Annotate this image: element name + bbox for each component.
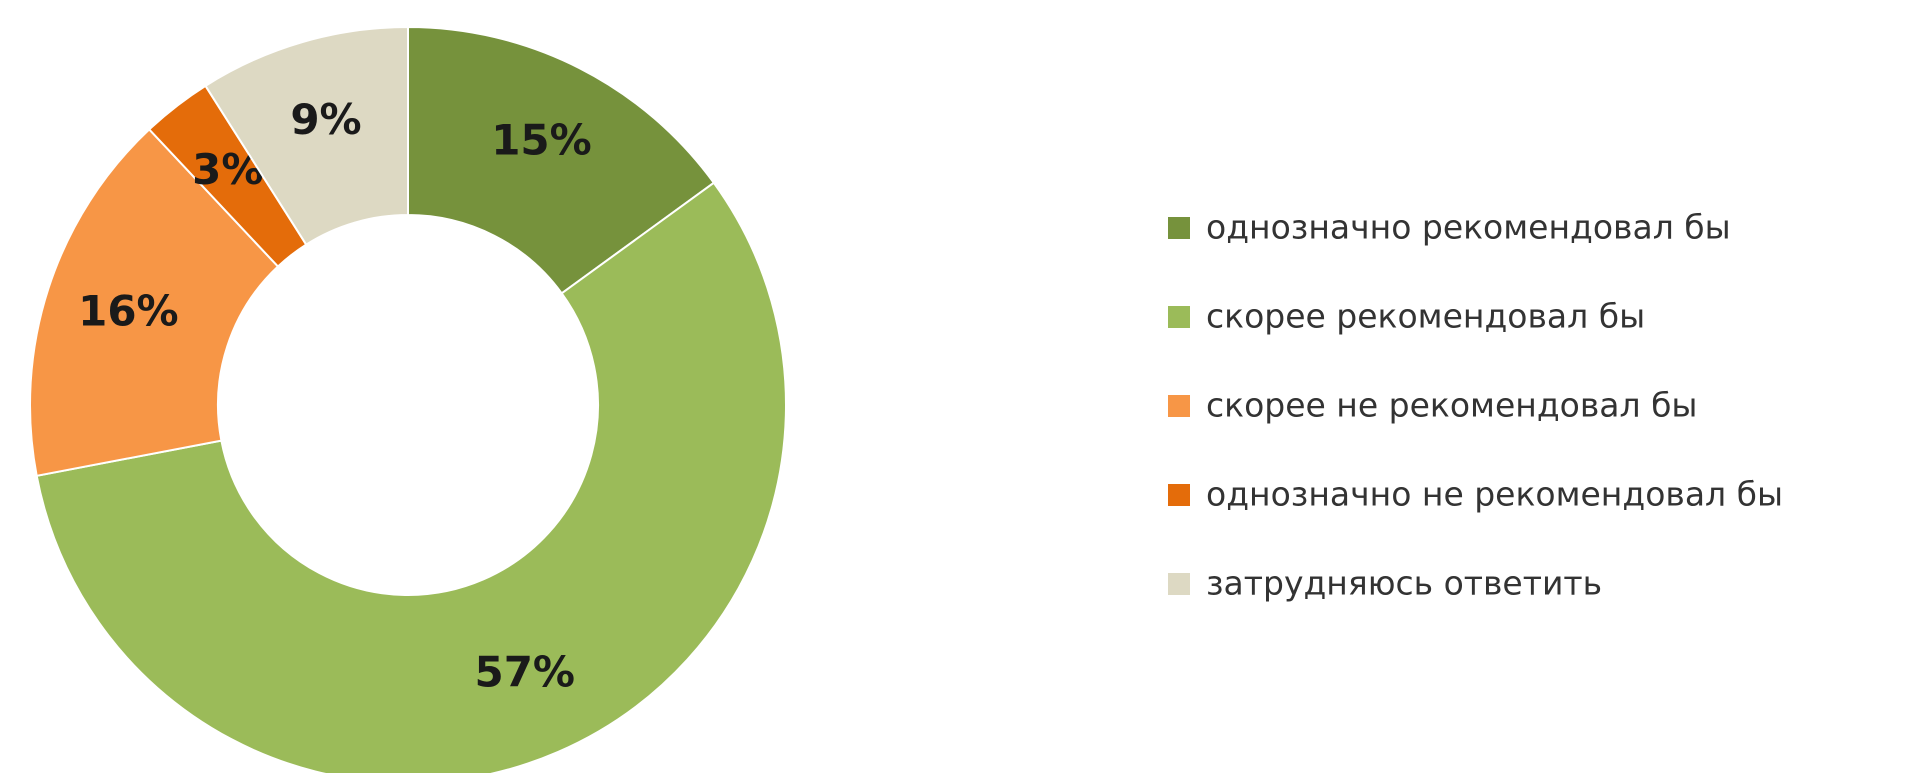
legend-swatch xyxy=(1168,395,1190,417)
value-label: 16% xyxy=(78,287,179,336)
legend-label: затрудняюсь ответить xyxy=(1206,564,1602,603)
donut-segment xyxy=(407,25,716,295)
legend-swatch xyxy=(1168,573,1190,595)
legend-swatch xyxy=(1168,217,1190,239)
legend-label: скорее рекомендовал бы xyxy=(1206,297,1645,336)
legend-swatch xyxy=(1168,484,1190,506)
value-label: 57% xyxy=(474,647,575,696)
donut-segment xyxy=(35,181,787,773)
legend-label: однозначно не рекомендовал бы xyxy=(1206,475,1783,514)
legend-swatch xyxy=(1168,306,1190,328)
donut-segment xyxy=(29,128,280,477)
value-label: 15% xyxy=(491,116,592,165)
legend-label: однозначно рекомендовал бы xyxy=(1206,208,1731,247)
legend-label: скорее не рекомендовал бы xyxy=(1206,386,1698,425)
donut-segment xyxy=(204,25,409,246)
value-label: 9% xyxy=(290,95,361,144)
